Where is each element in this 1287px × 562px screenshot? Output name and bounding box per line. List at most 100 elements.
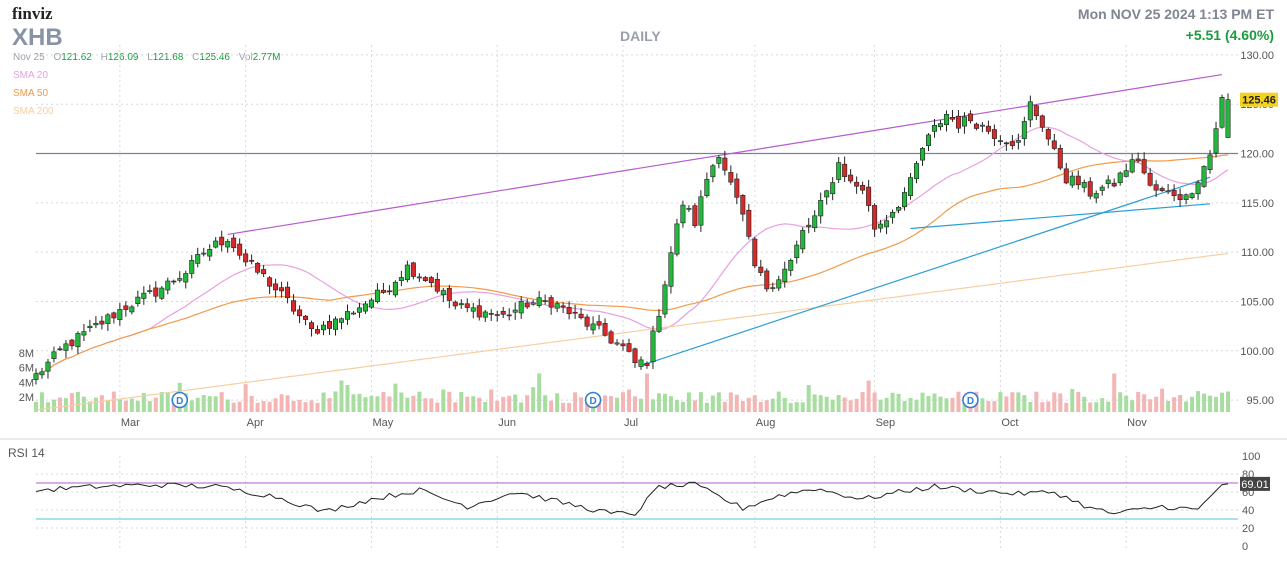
volume-bar xyxy=(34,401,38,412)
volume-bar xyxy=(477,397,482,412)
volume-bar xyxy=(866,380,871,412)
volume-bar xyxy=(267,401,272,412)
ohlc-readout: Nov 25 O121.62 H126.09 L121.68 C125.46 V… xyxy=(13,52,280,63)
candle-body xyxy=(955,115,961,129)
month-tick-label: Apr xyxy=(247,417,264,429)
candle-body xyxy=(806,224,812,227)
candle-body xyxy=(1027,101,1033,121)
candle xyxy=(914,161,920,184)
candle-body xyxy=(261,269,267,275)
candle-body xyxy=(1129,159,1135,173)
candle-body xyxy=(1003,142,1009,145)
volume-bar xyxy=(525,395,530,412)
volume-bar xyxy=(932,393,937,412)
volume-bar xyxy=(668,396,673,412)
volume-tick-label: 8M xyxy=(19,348,34,360)
candle xyxy=(782,261,788,288)
candle-body xyxy=(225,241,231,248)
candle xyxy=(626,338,632,353)
volume-bar xyxy=(1010,392,1015,412)
volume-bar xyxy=(788,403,793,412)
period-label[interactable]: DAILY xyxy=(620,28,661,44)
candle-body xyxy=(1153,184,1159,191)
volume-bar xyxy=(680,401,685,412)
volume-bar xyxy=(1190,396,1195,412)
candle-body xyxy=(327,320,333,329)
candle-body xyxy=(1111,182,1117,187)
candle-body xyxy=(1147,172,1153,186)
candle xyxy=(752,236,758,269)
trendlines xyxy=(227,74,1223,367)
volume-bar xyxy=(573,392,578,412)
volume-bar xyxy=(459,392,464,412)
rsi-tick-label: 0 xyxy=(1242,541,1248,553)
volume-bar xyxy=(411,395,416,412)
candle xyxy=(662,280,668,319)
candle-body xyxy=(303,315,309,320)
candle xyxy=(1201,165,1207,188)
candle-body xyxy=(1219,97,1225,128)
volume-bar xyxy=(279,394,284,412)
candle-body xyxy=(464,303,470,308)
legend-sma200[interactable]: SMA 200 xyxy=(13,106,54,117)
candle-body xyxy=(1195,182,1201,195)
candle xyxy=(267,276,273,295)
candle xyxy=(279,281,285,298)
candle xyxy=(93,316,99,328)
candle xyxy=(117,302,123,326)
candle xyxy=(1225,93,1231,138)
candle-body xyxy=(896,207,902,211)
sma50-line xyxy=(35,154,1229,375)
candle xyxy=(452,300,458,310)
candle-body xyxy=(297,309,303,317)
candle xyxy=(1195,180,1201,200)
volume-bar xyxy=(710,395,715,412)
candle-body xyxy=(872,205,878,230)
volume-bars xyxy=(34,373,1231,412)
finviz-logo[interactable]: finviz xyxy=(12,4,53,23)
candle-body xyxy=(848,174,854,182)
candle xyxy=(967,110,973,124)
candle xyxy=(368,297,374,309)
price-tick-label: 100.00 xyxy=(1240,346,1274,358)
candle xyxy=(344,304,350,325)
candle xyxy=(422,275,428,282)
candle xyxy=(926,133,932,152)
last-price-label: 125.46 xyxy=(1242,95,1276,107)
volume-bar xyxy=(519,402,524,412)
candle xyxy=(830,177,836,201)
candle-body xyxy=(1063,168,1069,184)
candle xyxy=(949,109,955,122)
ohlc-open: 121.62 xyxy=(61,52,92,63)
volume-bar xyxy=(1004,396,1009,412)
candle xyxy=(1069,171,1075,188)
volume-bar xyxy=(1112,373,1117,412)
candle xyxy=(1207,149,1213,174)
candle xyxy=(147,284,153,294)
volume-bar xyxy=(129,398,134,412)
candle xyxy=(1099,184,1105,196)
candle xyxy=(680,200,686,228)
legend-sma50[interactable]: SMA 50 xyxy=(13,88,49,99)
candle xyxy=(1183,193,1189,205)
candle xyxy=(1057,144,1063,171)
legend-sma20[interactable]: SMA 20 xyxy=(13,70,49,81)
volume-bar xyxy=(1124,395,1129,412)
volume-bar xyxy=(339,380,344,412)
volume-bar xyxy=(99,395,104,412)
volume-bar xyxy=(513,394,518,412)
candle xyxy=(1159,186,1165,192)
candle-body xyxy=(1225,99,1231,138)
candle xyxy=(111,311,117,324)
candle xyxy=(710,163,716,183)
volume-bar xyxy=(231,402,236,412)
volume-bar xyxy=(1106,401,1111,412)
candle xyxy=(1027,95,1033,128)
candle-body xyxy=(566,307,572,315)
volume-bar xyxy=(111,391,116,412)
volume-bar xyxy=(1058,393,1063,412)
candle-body xyxy=(854,181,860,187)
volume-bar xyxy=(716,392,721,412)
volume-bar xyxy=(896,393,901,412)
